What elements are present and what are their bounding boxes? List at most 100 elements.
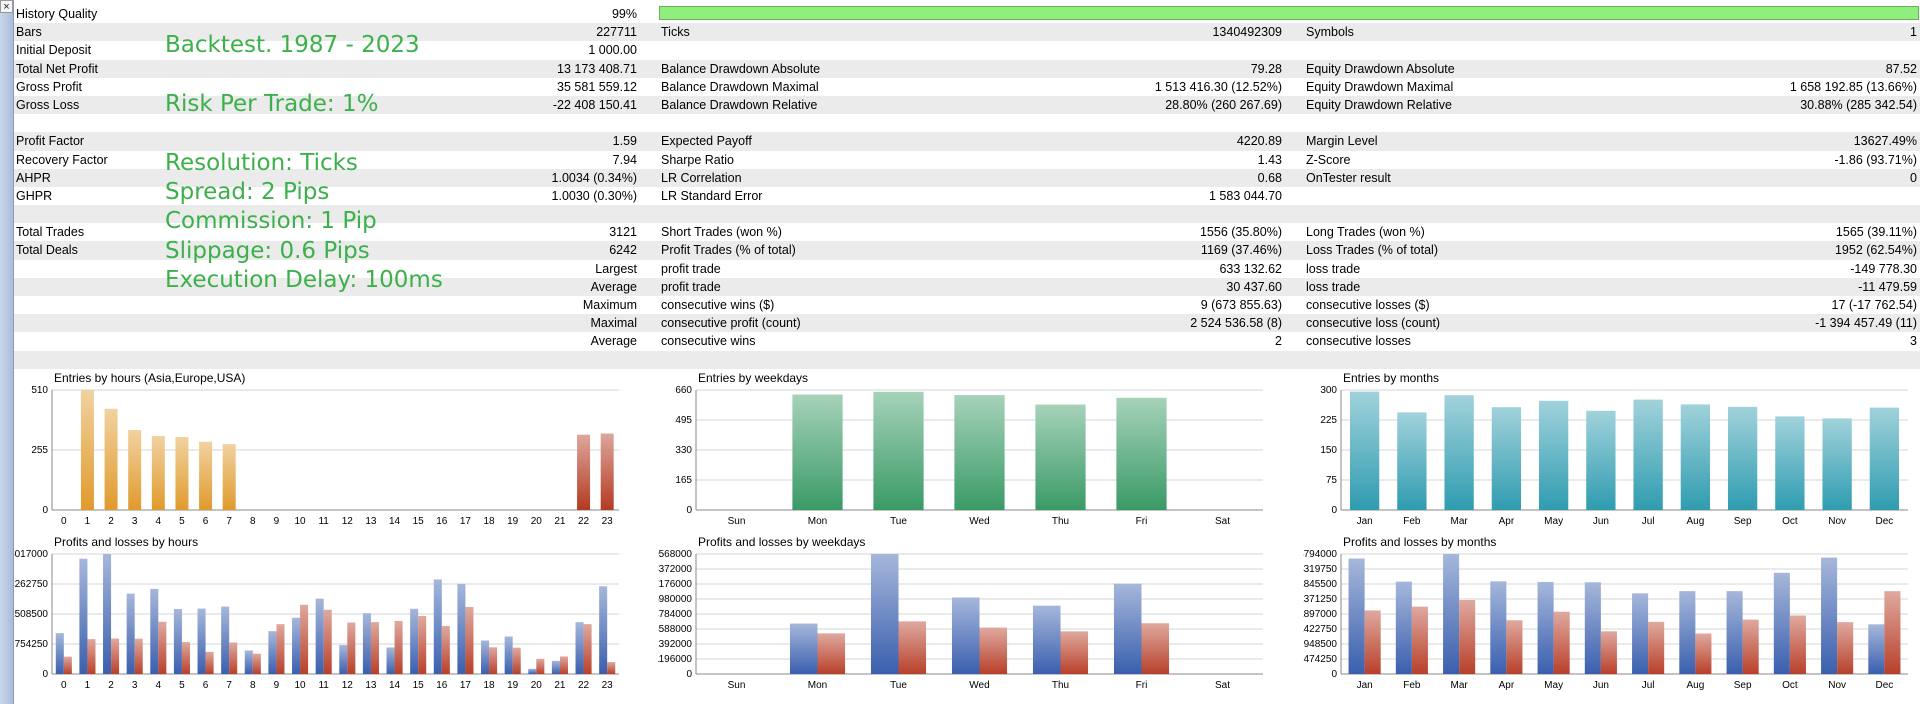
bar bbox=[111, 638, 120, 674]
entries-months-svg: Entries by months 300 225 150 75 0 Jan Feb Mar Ap… bbox=[1320, 371, 1908, 527]
bar bbox=[789, 623, 818, 674]
bar bbox=[1727, 406, 1758, 510]
bar bbox=[104, 408, 118, 510]
bar bbox=[817, 633, 846, 674]
report-cell-c0: Gross Loss bbox=[16, 97, 80, 112]
x-tick-label: Apr bbox=[1499, 516, 1515, 527]
bar bbox=[577, 434, 591, 510]
report-cell-c3: 1 583 044.70 bbox=[1209, 188, 1282, 203]
bar bbox=[55, 633, 64, 674]
x-tick-label: 3 bbox=[132, 516, 138, 527]
y-tick-label: 165 bbox=[675, 475, 692, 486]
x-tick-label: 0 bbox=[61, 680, 67, 691]
x-tick-label: Fri bbox=[1136, 680, 1148, 691]
report-cell-c1: Maximal bbox=[590, 316, 637, 331]
report-cell-c1: 7.94 bbox=[612, 152, 637, 167]
report-cell-c1: 1.59 bbox=[612, 134, 637, 149]
close-icon[interactable]: × bbox=[0, 0, 13, 13]
y-tick-label: 1196000 bbox=[658, 654, 692, 665]
x-tick-label: 18 bbox=[484, 680, 496, 691]
x-tick-label: 7 bbox=[226, 516, 232, 527]
report-cell-c4: Equity Drawdown Relative bbox=[1306, 97, 1452, 112]
report-cell-c5: 13627.49% bbox=[1853, 134, 1917, 149]
report-cell-c5: -1.86 (93.71%) bbox=[1834, 152, 1917, 167]
bar bbox=[1884, 591, 1901, 674]
report-row: Initial Deposit 1 000.00 bbox=[14, 41, 1920, 59]
x-tick-label: 7 bbox=[226, 680, 232, 691]
chart-title: Entries by weekdays bbox=[698, 371, 808, 385]
report-cell-c4: loss trade bbox=[1306, 261, 1361, 276]
bar bbox=[386, 647, 395, 674]
bar bbox=[1113, 583, 1142, 674]
report-row: History Quality 99% bbox=[14, 5, 1920, 23]
report-row: Average consecutive wins 2 consecutive loss… bbox=[14, 332, 1920, 350]
x-tick-label: 19 bbox=[507, 680, 519, 691]
report-row: GHPR 1.0030 (0.30%) LR Standard Error 1 583… bbox=[14, 187, 1920, 205]
report-row bbox=[14, 350, 1920, 369]
report-cell-c3: 1556 (35.80%) bbox=[1199, 225, 1282, 240]
x-tick-label: 20 bbox=[531, 680, 543, 691]
x-tick-label: 15 bbox=[413, 516, 425, 527]
x-tick-label: Feb bbox=[1403, 516, 1421, 527]
y-tick-label: 8372000 bbox=[658, 564, 692, 575]
x-tick-label: 10 bbox=[295, 516, 307, 527]
x-tick-label: May bbox=[1544, 680, 1563, 691]
bar bbox=[1868, 624, 1885, 674]
x-tick-label: 6 bbox=[203, 516, 209, 527]
bar bbox=[347, 622, 356, 674]
y-tick-label: 0 bbox=[42, 505, 48, 516]
bar bbox=[63, 656, 72, 674]
x-tick-label: Wed bbox=[969, 516, 989, 527]
report-cell-c2: profit trade bbox=[661, 279, 721, 294]
y-tick-label: 2508500 bbox=[14, 609, 48, 620]
x-tick-label: Nov bbox=[1828, 516, 1846, 527]
report-cell-c2: LR Correlation bbox=[661, 170, 742, 185]
bar bbox=[221, 606, 230, 674]
report-cell-c0: Total Net Profit bbox=[16, 61, 98, 76]
report-row: Maximal consecutive profit (count) 2 524 5… bbox=[14, 314, 1920, 333]
bar bbox=[1553, 611, 1570, 674]
bar bbox=[150, 588, 159, 674]
x-tick-label: 14 bbox=[389, 516, 401, 527]
y-tick-label: 0 bbox=[686, 669, 692, 680]
report-cell-c3: 1169 (37.46%) bbox=[1200, 243, 1282, 258]
bar bbox=[158, 621, 167, 674]
report-cell-c5: -1 394 457.49 (11) bbox=[1815, 316, 1917, 331]
report-cell-c3: 9 (673 855.63) bbox=[1200, 298, 1282, 312]
report-cell-c2: consecutive profit (count) bbox=[661, 316, 801, 331]
bar bbox=[1837, 622, 1854, 674]
report-cell-c1: 99% bbox=[611, 7, 637, 21]
x-tick-label: 8 bbox=[250, 516, 256, 527]
x-tick-label: Sep bbox=[1734, 516, 1752, 527]
bar bbox=[1586, 410, 1616, 510]
chart-title: Profits and losses by hours bbox=[54, 535, 198, 549]
x-tick-label: 4 bbox=[156, 516, 162, 527]
x-tick-label: Jun bbox=[1593, 516, 1609, 527]
profits-losses-by-months-chart: Profits and losses by months 3794000 33197… bbox=[1303, 532, 1920, 694]
bar bbox=[292, 617, 301, 674]
overlay-setting-line: Resolution: Ticks bbox=[165, 149, 358, 176]
bar bbox=[1632, 593, 1649, 674]
x-tick-label: Tue bbox=[890, 516, 907, 527]
y-tick-label: 5980000 bbox=[658, 594, 692, 605]
y-tick-label: 150 bbox=[1320, 445, 1337, 456]
report-row: Profit Factor 1.59 Expected Payoff 4220.89 M… bbox=[14, 132, 1920, 151]
report-cell-c0: AHPR bbox=[16, 170, 51, 185]
x-tick-label: Sat bbox=[1215, 680, 1230, 691]
bar bbox=[441, 625, 450, 674]
x-tick-label: 6 bbox=[203, 680, 209, 691]
bar bbox=[1742, 619, 1759, 674]
bar bbox=[1537, 581, 1554, 674]
bar bbox=[323, 609, 332, 674]
report-cell-c4: Loss Trades (% of total) bbox=[1306, 243, 1439, 258]
x-tick-label: 2 bbox=[108, 516, 114, 527]
x-tick-label: May bbox=[1544, 516, 1563, 527]
bar bbox=[873, 391, 924, 510]
bar bbox=[1775, 416, 1805, 510]
y-tick-label: 9568000 bbox=[658, 549, 692, 560]
bar bbox=[1584, 582, 1601, 674]
report-cell-c5: 1 bbox=[1910, 25, 1917, 40]
report-cell-c5: 17 (-17 762.54) bbox=[1831, 298, 1917, 312]
report-row: Gross Loss -22 408 150.41 Balance Drawdown… bbox=[14, 95, 1920, 115]
bar bbox=[339, 645, 348, 674]
